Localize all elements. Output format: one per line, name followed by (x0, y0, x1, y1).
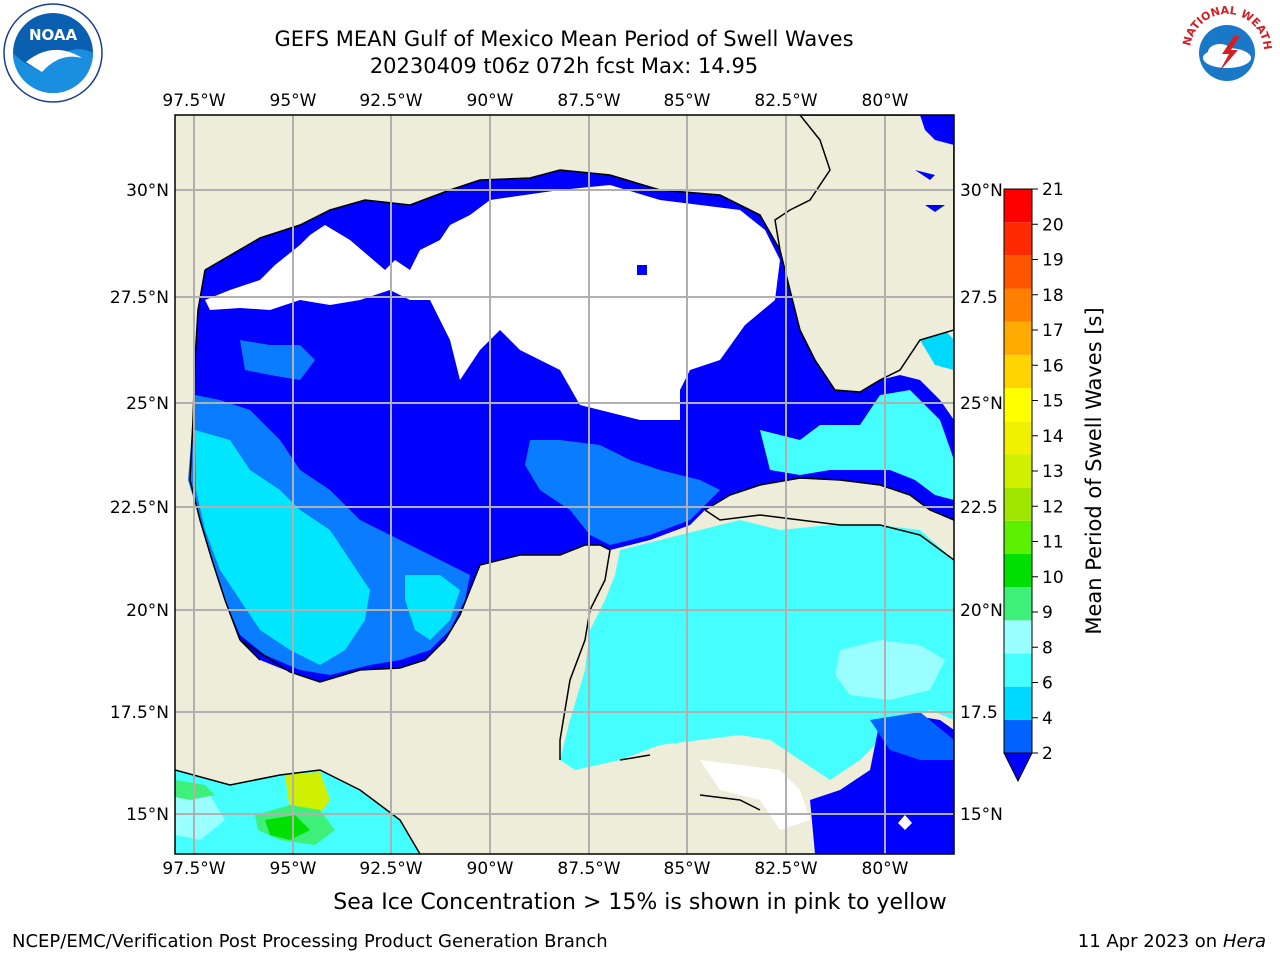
lon-tick-bottom: 97.5°W (162, 859, 225, 879)
colorbar-tick-label: 17 (1042, 321, 1064, 341)
map-title: GEFS MEAN Gulf of Mexico Mean Period of … (274, 27, 854, 51)
colorbar-tick-label: 16 (1042, 356, 1064, 376)
colorbar-under-triangle (1003, 752, 1033, 783)
colorbar-tick-label: 12 (1042, 497, 1064, 517)
swell-band-6-8s (560, 520, 954, 780)
footer-date: 11 Apr 2023 on Hera (1078, 931, 1266, 952)
lat-tick-left: 17.5°N (110, 703, 169, 723)
colorbar-tick-label: 10 (1042, 568, 1064, 588)
colorbar-tick-label: 11 (1042, 533, 1064, 553)
florida-landmass (774, 115, 954, 393)
lat-labels-right: 30°N 27.5 25°N 22.5 20°N 17.5 15°N (960, 181, 1003, 825)
lat-tick-left: 25°N (126, 394, 169, 414)
colorbar-segment (1004, 421, 1032, 455)
noaa-logo-text: NOAA (29, 26, 78, 44)
lat-tick-left: 20°N (126, 601, 169, 621)
colorbar-tick-label: 19 (1042, 251, 1064, 271)
colorbar-tick-label: 21 (1042, 180, 1064, 200)
colorbar: 2 4 6 8 9 10 11 12 13 14 15 16 17 18 19 20 21 Mean Perio… (1003, 180, 1106, 783)
lon-labels-bottom: 97.5°W 95°W 92.5°W 90°W 87.5°W 85°W 82.5… (162, 859, 908, 879)
colorbar-tick-label: 4 (1042, 709, 1053, 729)
colorbar-segment (1004, 620, 1032, 654)
colorbar-tick-label: 9 (1042, 603, 1053, 623)
footer-machine: Hera (1222, 931, 1266, 952)
lat-tick-right: 15°N (960, 805, 1003, 825)
colorbar-segment (1004, 321, 1032, 355)
lat-tick-right: 20°N (960, 601, 1003, 621)
lat-tick-left: 22.5°N (110, 498, 169, 518)
map-grid (175, 115, 954, 854)
colorbar-tick-label: 20 (1042, 215, 1064, 235)
colorbar-segment (1004, 454, 1032, 488)
cuba-coastline (704, 477, 954, 561)
colorbar-segment (1004, 222, 1032, 256)
lat-labels-left: 30°N 27.5°N 25°N 22.5°N 20°N 17.5°N 15°N (110, 181, 169, 825)
colorbar-tick-label: 14 (1042, 427, 1064, 447)
colorbar-segment (1004, 719, 1032, 753)
footer-date-text: 11 Apr 2023 on (1077, 931, 1223, 952)
map-subtitle: 20230409 t06z 072h fcst Max: 14.95 (369, 54, 759, 78)
lon-tick-top: 80°W (862, 91, 909, 111)
sea-ice-note: Sea Ice Concentration > 15% is shown in … (333, 890, 947, 915)
colorbar-segment (1004, 288, 1032, 322)
lat-tick-right: 25°N (960, 394, 1003, 414)
colorbar-tick-label: 2 (1042, 744, 1053, 764)
lon-labels-top: 97.5°W 95°W 92.5°W 90°W 87.5°W 85°W 82.5… (162, 91, 908, 111)
lon-tick-top: 90°W (467, 91, 514, 111)
colorbar-tick-label: 6 (1042, 674, 1053, 694)
lon-tick-bottom: 82.5°W (754, 859, 817, 879)
lat-tick-right: 17.5 (960, 703, 998, 723)
no-data-north (205, 185, 780, 420)
footer-credit: NCEP/EMC/Verification Post Processing Pr… (12, 931, 608, 952)
colorbar-segment (1004, 354, 1032, 389)
noaa-logo-icon: NOAA (2, 2, 104, 104)
colorbar-label: Mean Period of Swell Waves [s] (1082, 307, 1106, 634)
lon-tick-bottom: 92.5°W (359, 859, 422, 879)
lat-tick-left: 27.5°N (110, 288, 169, 308)
colorbar-segment (1004, 487, 1032, 521)
colorbar-segment (1004, 553, 1032, 588)
lon-tick-bottom: 85°W (664, 859, 711, 879)
colorbar-segment (1004, 653, 1032, 687)
swell-band-4-6s (195, 430, 370, 665)
colorbar-ticks: 2 4 6 8 9 10 11 12 13 14 15 16 17 18 19 20 21 (1032, 180, 1064, 764)
colorbar-segment (1004, 587, 1032, 621)
colorbar-tick-label: 13 (1042, 462, 1064, 482)
lon-tick-top: 82.5°W (754, 91, 817, 111)
colorbar-segment (1004, 686, 1032, 720)
lat-tick-right: 22.5 (960, 498, 998, 518)
colorbar-tick-label: 8 (1042, 638, 1053, 658)
colorbar-segments (1004, 189, 1032, 753)
lat-tick-left: 15°N (126, 805, 169, 825)
lon-tick-top: 85°W (664, 91, 711, 111)
nws-logo-icon: NATIONAL WEATHER SERVICE (1172, 0, 1278, 102)
colorbar-segment (1004, 520, 1032, 554)
colorbar-segment (1004, 388, 1032, 422)
lat-tick-right: 27.5 (960, 288, 998, 308)
colorbar-tick-label: 18 (1042, 286, 1064, 306)
lon-tick-bottom: 87.5°W (557, 859, 620, 879)
lon-tick-top: 97.5°W (162, 91, 225, 111)
lat-tick-right: 30°N (960, 181, 1003, 201)
colorbar-segment (1004, 255, 1032, 289)
lon-tick-bottom: 80°W (862, 859, 909, 879)
lat-tick-left: 30°N (126, 181, 169, 201)
lon-tick-top: 87.5°W (557, 91, 620, 111)
map-frame (174, 114, 955, 855)
lon-tick-bottom: 90°W (467, 859, 514, 879)
colorbar-segment (1004, 189, 1032, 223)
colorbar-tick-label: 15 (1042, 392, 1064, 412)
lon-tick-top: 95°W (270, 91, 317, 111)
lon-tick-bottom: 95°W (270, 859, 317, 879)
lon-tick-top: 92.5°W (359, 91, 422, 111)
